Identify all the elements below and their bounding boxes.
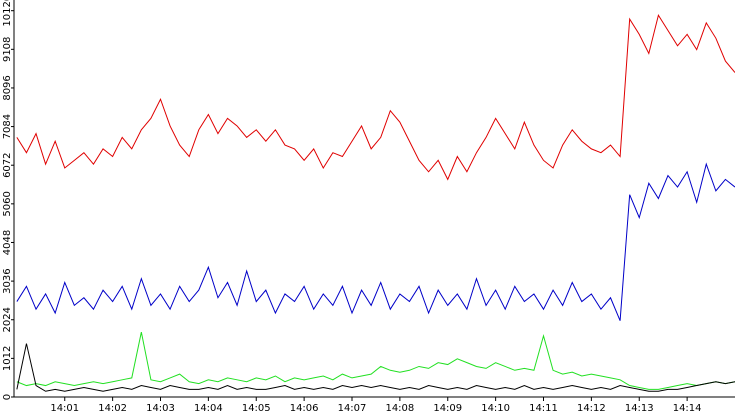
x-tick-label: 14:06: [290, 403, 319, 414]
series-line: [16, 343, 735, 392]
x-tick-label: 14:10: [481, 403, 510, 414]
series-line: [16, 162, 735, 321]
x-tick-label: 14:12: [577, 403, 606, 414]
x-tick-label: 14:02: [98, 403, 127, 414]
y-tick-label: 4048: [2, 230, 13, 255]
y-tick-label: 10120: [2, 0, 13, 27]
series-line: [16, 14, 735, 181]
y-tick-label: 9108: [2, 37, 13, 62]
y-tick-label: 3036: [2, 268, 13, 293]
y-tick-label: 5060: [2, 191, 13, 216]
y-tick-label: 1012: [2, 346, 13, 371]
series-line: [16, 332, 735, 390]
x-tick-label: 14:03: [146, 403, 175, 414]
x-tick-label: 14:13: [625, 403, 654, 414]
x-tick-label: 14:04: [194, 403, 223, 414]
y-tick-label: 2024: [2, 307, 13, 332]
y-tick-label: 0: [2, 394, 13, 400]
x-tick-label: 14:11: [529, 403, 558, 414]
y-tick-label: 7084: [2, 114, 13, 139]
x-tick-label: 14:14: [673, 403, 702, 414]
y-tick-label: 8096: [2, 75, 13, 100]
x-tick-label: 14:09: [433, 403, 462, 414]
x-tick-label: 14:08: [385, 403, 414, 414]
y-tick-label: 6072: [2, 152, 13, 177]
x-tick-label: 14:05: [242, 403, 271, 414]
x-tick-label: 14:01: [50, 403, 79, 414]
x-tick-label: 14:07: [338, 403, 367, 414]
